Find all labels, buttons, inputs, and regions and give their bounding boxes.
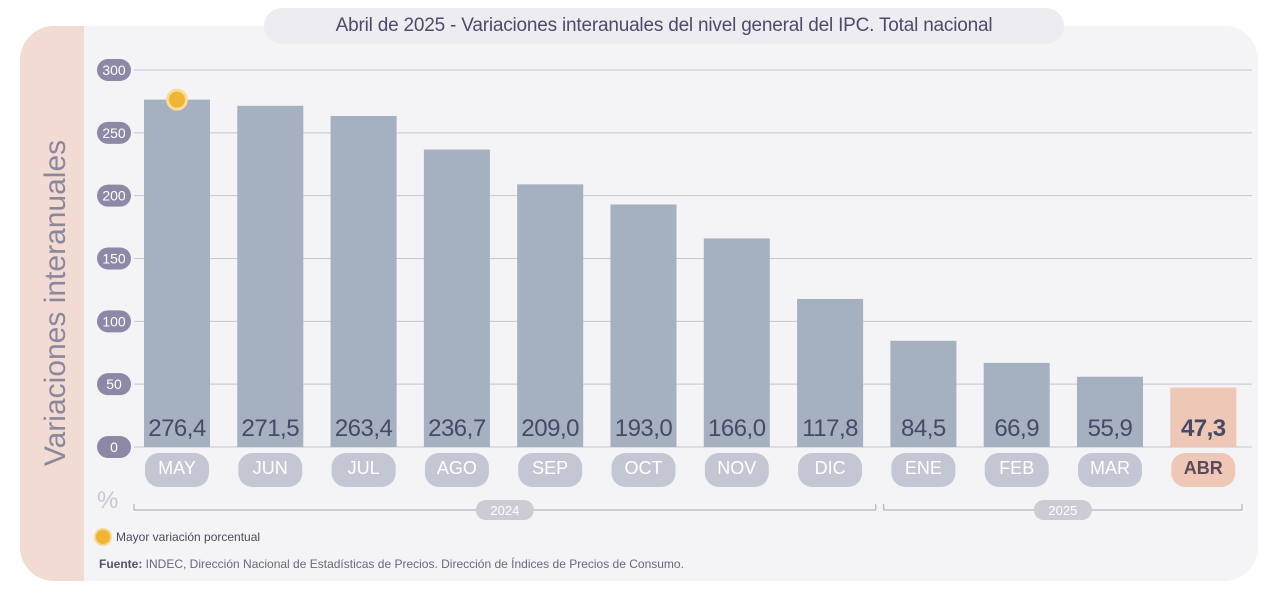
month-pill-jul bbox=[331, 453, 396, 487]
month-pill-may bbox=[145, 453, 209, 487]
bar-sep bbox=[517, 184, 584, 447]
month-label-abr: ABR bbox=[1184, 458, 1223, 478]
y-tick-pill bbox=[97, 436, 131, 458]
legend-label: Mayor variación porcentual bbox=[116, 530, 261, 544]
value-label-jul: 263,4 bbox=[335, 415, 393, 442]
month-pill-ago bbox=[424, 453, 489, 487]
bar-ago bbox=[423, 149, 490, 447]
y-tick-pill bbox=[97, 59, 131, 81]
year-label-2024: 2024 bbox=[490, 503, 519, 518]
value-label-mar: 55,9 bbox=[1088, 415, 1133, 442]
month-pill-feb bbox=[984, 453, 1049, 487]
max-marker-icon bbox=[169, 91, 185, 108]
y-tick-pill bbox=[97, 121, 131, 144]
month-label-ene: ENE bbox=[905, 458, 942, 478]
month-label-jul: JUL bbox=[348, 458, 380, 478]
source-label: Fuente: bbox=[99, 557, 143, 571]
bar-dic bbox=[797, 298, 864, 447]
value-label-may: 276,4 bbox=[148, 415, 206, 442]
month-pill-dic bbox=[798, 453, 863, 487]
value-label-ago: 236,7 bbox=[428, 415, 486, 442]
month-pill-abr bbox=[1171, 453, 1236, 487]
value-label-dic: 117,8 bbox=[802, 415, 858, 442]
bar-abr bbox=[1170, 387, 1237, 447]
month-label-mar: MAR bbox=[1090, 458, 1130, 478]
value-label-nov: 166,0 bbox=[708, 415, 766, 442]
value-label-feb: 66,9 bbox=[994, 415, 1039, 442]
value-label-sep: 209,0 bbox=[521, 415, 579, 442]
month-label-may: MAY bbox=[158, 458, 196, 478]
bar-mar bbox=[1077, 376, 1143, 447]
y-tick-pill bbox=[97, 184, 131, 207]
max-marker-legend-icon bbox=[96, 530, 110, 544]
month-label-nov: NOV bbox=[717, 458, 756, 478]
y-tick-pill bbox=[97, 310, 131, 333]
y-tick-label: 100 bbox=[102, 313, 126, 329]
unit-label: % bbox=[97, 487, 119, 514]
year-pill-2024 bbox=[475, 500, 534, 520]
month-pill-mar bbox=[1078, 453, 1142, 487]
bar-feb bbox=[983, 362, 1050, 447]
month-label-dic: DIC bbox=[815, 458, 846, 478]
y-tick-label: 200 bbox=[102, 188, 126, 204]
month-pill-ene bbox=[891, 453, 956, 487]
value-label-abr: 47,3 bbox=[1181, 415, 1226, 442]
source-text: INDEC, Dirección Nacional de Estadística… bbox=[142, 557, 684, 571]
month-label-jun: JUN bbox=[253, 458, 288, 478]
month-label-ago: AGO bbox=[437, 458, 477, 478]
y-tick-pill bbox=[97, 247, 131, 270]
chart-title: Abril de 2025 - Variaciones interanuales… bbox=[264, 8, 1064, 44]
bar-jul bbox=[330, 115, 397, 447]
value-label-oct: 193,0 bbox=[615, 415, 673, 442]
y-tick-label: 150 bbox=[102, 251, 126, 267]
year-label-2025: 2025 bbox=[1048, 503, 1077, 518]
y-tick-label: 50 bbox=[106, 376, 122, 392]
chart-title-text: Abril de 2025 - Variaciones interanuales… bbox=[335, 15, 993, 36]
month-label-feb: FEB bbox=[999, 458, 1034, 478]
bar-jun bbox=[237, 105, 304, 447]
month-pill-jun bbox=[238, 453, 303, 487]
year-pill-2025 bbox=[1033, 500, 1092, 520]
month-label-sep: SEP bbox=[532, 458, 568, 478]
month-label-oct: OCT bbox=[625, 458, 663, 478]
source-note: Fuente: INDEC, Dirección Nacional de Est… bbox=[99, 557, 684, 571]
month-pill-sep bbox=[518, 453, 583, 487]
bar-ene bbox=[890, 340, 957, 447]
value-label-ene: 84,5 bbox=[901, 415, 946, 442]
bar-nov bbox=[703, 238, 770, 447]
month-pill-oct bbox=[611, 453, 676, 487]
y-axis-band bbox=[20, 26, 84, 581]
month-pill-nov bbox=[704, 453, 769, 487]
value-label-jun: 271,5 bbox=[242, 415, 300, 442]
y-tick-label: 300 bbox=[102, 62, 126, 78]
legend: Mayor variación porcentual bbox=[96, 530, 260, 544]
bar-oct bbox=[610, 204, 677, 447]
y-tick-pill bbox=[97, 373, 131, 396]
bar-may bbox=[144, 99, 210, 447]
y-tick-label: 250 bbox=[102, 125, 126, 141]
y-tick-label: 0 bbox=[110, 439, 118, 455]
